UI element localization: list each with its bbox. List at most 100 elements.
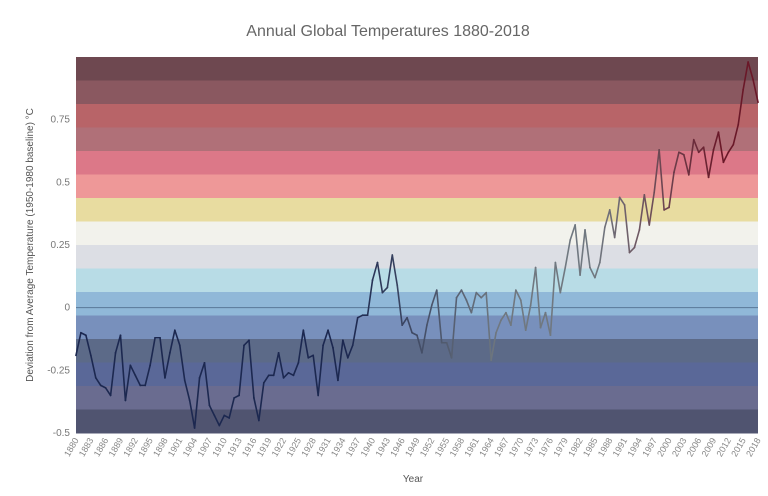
data-point [406,316,408,319]
data-point [238,394,240,397]
data-point [584,229,586,231]
background-band [76,362,758,387]
line-segment [376,261,384,294]
data-point [401,324,403,327]
data-point [554,261,557,264]
line-segment [697,146,705,154]
line-segment [628,246,636,254]
line-segment [406,316,413,334]
data-point [124,399,127,402]
line-segment [277,351,285,379]
data-point [129,364,132,367]
line-segment [431,289,438,306]
line-segment [717,131,725,164]
data-point [712,148,715,151]
data-point [460,289,463,291]
data-point [347,357,349,359]
data-point [490,359,492,362]
data-point [638,229,641,231]
line-segment [272,351,280,377]
data-point [470,311,473,314]
data-point [228,417,231,419]
line-segment [129,364,137,377]
line-segment [421,324,428,354]
background-band [76,57,758,81]
data-point [440,341,443,344]
x-axis-label: Year [403,474,424,485]
data-point [248,339,250,342]
y-axis-ticks: -0.5 -0.25 0 0.25 0.5 0.75 [47,115,70,439]
data-point [213,414,216,417]
background-band [76,221,758,246]
line-segment [109,351,117,397]
line-segment [80,331,87,337]
data-point [480,296,483,299]
line-segment [292,362,300,377]
background-band [76,268,758,293]
data-point [80,331,82,334]
line-segment [218,414,226,427]
line-segment [317,344,324,397]
data-point [594,276,596,279]
data-point [193,427,196,429]
x-tick-label: 2018 [744,436,763,458]
data-point [678,151,680,154]
line-segment [371,261,379,281]
data-point [450,357,453,359]
data-point [376,261,379,264]
line-segment [356,314,364,319]
background-bands [76,57,758,434]
line-segment [742,61,749,91]
data-point [603,226,606,229]
data-point [485,291,487,294]
data-point [134,374,137,377]
line-segment [643,194,651,226]
line-segment [366,279,374,316]
line-segment [515,289,522,301]
line-segment [663,206,670,211]
line-segment [203,362,211,407]
line-segment [342,339,349,359]
data-point [169,351,171,354]
data-point [529,304,532,306]
line-segment [678,151,685,156]
data-point [94,377,97,379]
line-segment [727,143,735,154]
background-band [76,198,758,222]
line-segment [312,354,319,397]
data-point [361,314,364,316]
line-segment [99,384,107,389]
line-segment [396,284,403,327]
chart-title: Annual Global Temperatures 1880-2018 [246,23,530,40]
data-point [99,384,102,387]
line-segment [722,151,730,164]
data-point [505,311,507,314]
data-point [233,397,235,399]
temperature-line [75,61,759,429]
line-segment [75,331,82,357]
line-segment [653,148,660,194]
line-segment [248,339,255,399]
background-band [76,386,758,410]
line-segment [243,339,250,347]
data-point [104,387,107,389]
data-point [109,394,112,397]
line-segment [119,334,127,402]
line-segment [460,289,468,301]
line-segment [549,261,557,337]
line-segment [450,296,458,359]
data-point [742,88,744,91]
background-band [76,245,758,269]
line-segment [337,339,344,382]
data-point [737,123,740,126]
data-point [623,204,626,206]
line-segment [702,146,710,179]
line-segment [307,354,315,359]
data-point [618,196,621,199]
data-point [569,239,572,241]
line-segment [559,266,567,294]
data-point [258,419,260,422]
line-segment [673,151,680,174]
data-point [702,146,705,149]
